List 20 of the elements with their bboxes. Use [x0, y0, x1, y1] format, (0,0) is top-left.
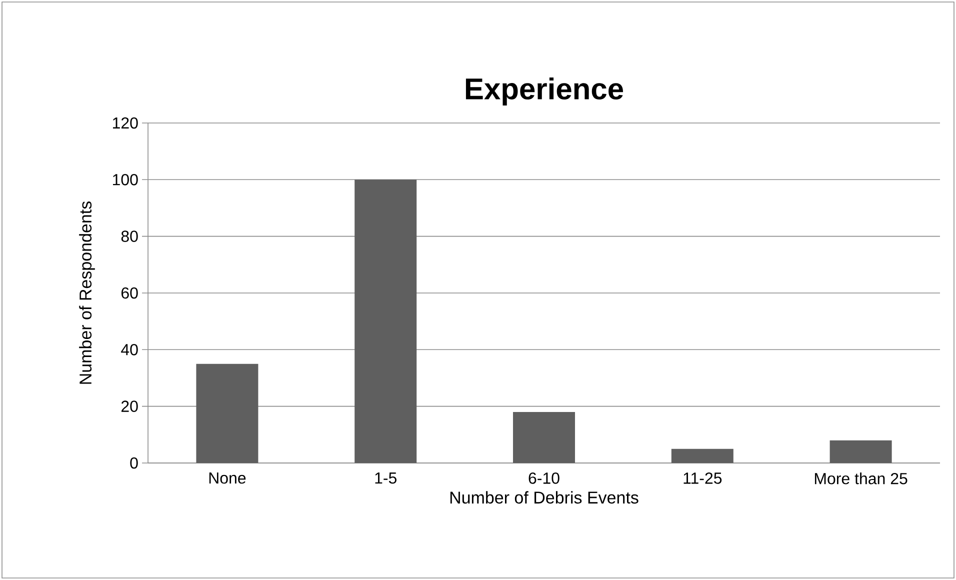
bar	[513, 412, 576, 463]
x-axis-title: Number of Debris Events	[450, 491, 638, 504]
y-tick-label: 100	[113, 174, 138, 186]
y-axis-title: Number of Respondents	[79, 202, 95, 384]
y-tick-label: 20	[121, 400, 138, 412]
bar	[830, 440, 892, 463]
bar	[196, 364, 258, 463]
x-tick-label: None	[209, 472, 246, 484]
bar	[354, 180, 417, 463]
y-tick-label: 80	[121, 230, 138, 242]
y-tick-label: 40	[121, 344, 138, 356]
x-tick-label: 11-25	[684, 472, 722, 484]
y-tick-label: 60	[121, 287, 138, 299]
y-tick-label: 0	[130, 457, 138, 469]
x-tick-label: 1-5	[375, 472, 396, 484]
x-tick-label: 6-10	[528, 472, 560, 484]
bar	[671, 448, 734, 463]
y-tick-label: 120	[113, 117, 138, 129]
x-tick-label: More than 25	[814, 472, 908, 484]
chart-title: Experience	[466, 77, 624, 106]
